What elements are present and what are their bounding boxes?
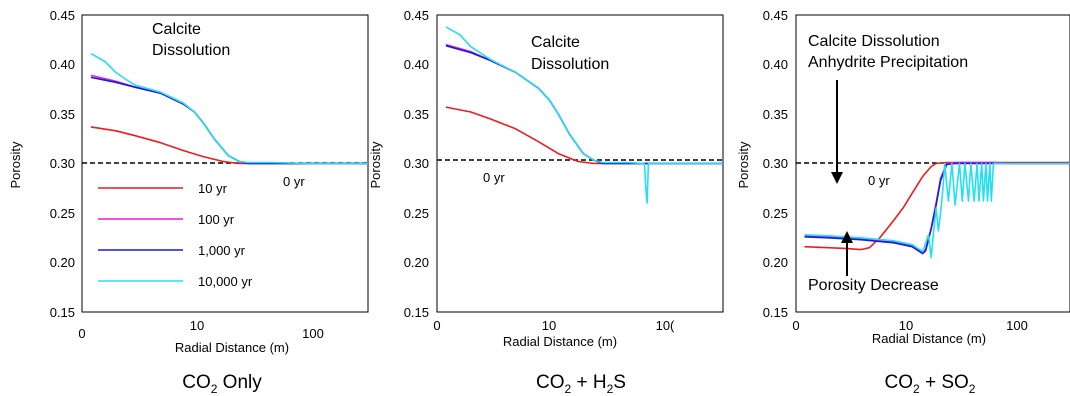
- y-tick-label: 0.45: [50, 8, 75, 23]
- annotation-dissolution: Dissolution: [152, 42, 230, 59]
- caption-co2-h2s: CO2 + H2S: [536, 372, 626, 396]
- y-tick-label: 0.25: [50, 206, 75, 221]
- x-tick-label: 10: [190, 318, 204, 333]
- y-axis-label: Porosity: [736, 141, 751, 188]
- y-tick-label: 0.25: [763, 206, 788, 221]
- arrow-up-icon: [841, 231, 853, 276]
- y-tick-label: 0.30: [404, 156, 429, 171]
- y-axis-label: Porosity: [8, 141, 23, 188]
- x-axis-label: Radial Distance (m): [175, 340, 289, 355]
- annotation-zero-yr: 0 yr: [868, 173, 890, 188]
- caption-co2-so2: CO2 + SO2: [885, 372, 976, 396]
- x-tick-label: 0: [78, 326, 85, 341]
- arrow-down-icon: [831, 80, 843, 184]
- annotation-calcite-dissolution: Calcite Dissolution: [808, 33, 940, 50]
- annotation-dissolution: Dissolution: [531, 56, 609, 73]
- y-tick-label: 0.40: [404, 57, 429, 72]
- y-tick-label: 0.15: [404, 305, 429, 320]
- y-tick-label: 0.40: [50, 57, 75, 72]
- x-tick-label: 10: [899, 318, 913, 333]
- y-tick-label: 0.20: [404, 255, 429, 270]
- series-line-10-000-yr: [90, 52, 368, 165]
- x-tick-label: 0: [792, 318, 799, 333]
- y-tick-label: 0.20: [50, 255, 75, 270]
- y-tick-label: 0.35: [404, 107, 429, 122]
- annotation-zero-yr: 0 yr: [483, 170, 505, 185]
- chart-panel-co2-only: 0.45 0.40 0.35 0.30 0.25 0.20 0.15 0 10 …: [8, 8, 369, 396]
- y-tick-label: 0.25: [404, 206, 429, 221]
- annotation-calcite: Calcite: [531, 34, 580, 51]
- series-line-10-000-yr: [445, 26, 723, 204]
- annotation-porosity-decrease: Porosity Decrease: [808, 277, 939, 294]
- annotation-zero-yr: 0 yr: [283, 174, 305, 189]
- y-axis-label: Porosity: [368, 141, 383, 188]
- annotation-calcite: Calcite: [152, 21, 201, 38]
- y-tick-label: 0.35: [763, 107, 788, 122]
- y-tick-label: 0.20: [763, 255, 788, 270]
- y-tick-label: 0.15: [50, 305, 75, 320]
- legend-label-10-yr: 10 yr: [198, 181, 228, 196]
- y-tick-label: 0.45: [404, 8, 429, 23]
- chart-panel-co2-h2s: 0.45 0.40 0.35 0.30 0.25 0.20 0.15 0 10 …: [368, 8, 724, 396]
- y-tick-label: 0.45: [763, 8, 788, 23]
- chart-panel-co2-so2: 0.45 0.40 0.35 0.30 0.25 0.20 0.15 0 10 …: [736, 8, 1070, 396]
- y-tick-label: 0.30: [50, 156, 75, 171]
- y-tick-label: 0.15: [763, 305, 788, 320]
- y-tick-label: 0.30: [763, 156, 788, 171]
- x-tick-label: 10(: [656, 318, 675, 333]
- x-tick-label: 100: [1006, 318, 1028, 333]
- legend: 10 yr 100 yr 1,000 yr 10,000 yr: [98, 181, 253, 289]
- legend-label-1000-yr: 1,000 yr: [198, 243, 246, 258]
- legend-label-100-yr: 100 yr: [198, 212, 235, 227]
- x-axis-label: Radial Distance (m): [872, 331, 986, 346]
- series-line-1-000-yr: [804, 162, 1070, 255]
- legend-label-10000-yr: 10,000 yr: [198, 274, 253, 289]
- x-axis-label: Radial Distance (m): [503, 334, 617, 349]
- x-tick-label: 10: [542, 318, 556, 333]
- x-tick-label: 0: [433, 318, 440, 333]
- series-line-10-000-yr: [804, 162, 1070, 259]
- y-tick-label: 0.40: [763, 57, 788, 72]
- annotation-anhydrite-precipitation: Anhydrite Precipitation: [808, 54, 968, 71]
- x-tick-label: 100: [302, 326, 324, 341]
- y-tick-label: 0.35: [50, 107, 75, 122]
- caption-co2-only: CO2 Only: [182, 372, 262, 396]
